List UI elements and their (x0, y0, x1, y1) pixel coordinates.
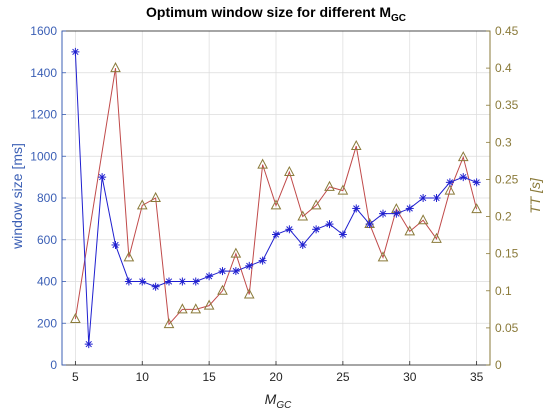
window-size-point (205, 272, 214, 281)
tt-point (163, 318, 175, 329)
y-left-tick-label: 200 (37, 316, 57, 330)
x-axis-label: MGC (265, 391, 292, 411)
window-size-point (445, 178, 454, 187)
x-axis-label-sub: GC (276, 400, 292, 411)
window-size-point (231, 267, 240, 276)
window-size-point (352, 204, 361, 213)
tt-series (70, 62, 482, 329)
window-size-point (419, 194, 428, 202)
axes: 5 10 15 20 25 30 35 0 200 400 600 800 1000 1200 1400 16… (30, 24, 518, 384)
y-left-tick-label: 1200 (30, 108, 57, 122)
tt-point (337, 184, 349, 195)
tt-point (243, 288, 255, 299)
window-size-point (379, 209, 387, 218)
y-right-tick-label: 0.2 (495, 210, 512, 224)
x-tick-label: 5 (72, 370, 79, 384)
tt-point (110, 62, 121, 73)
tt-point (431, 232, 442, 243)
chart-title-sub: GC (391, 13, 406, 24)
y-right-tick-label: 0.25 (495, 172, 519, 186)
tt-point (297, 210, 309, 221)
y-left-tick-label: 0 (50, 358, 57, 372)
window-size-point (191, 277, 200, 286)
x-tick-label: 20 (269, 370, 283, 384)
tt-point (471, 203, 482, 214)
tt-point (203, 299, 215, 310)
window-size-point (392, 209, 401, 218)
window-size-point (151, 282, 160, 291)
window-size-point (272, 230, 280, 239)
window-size-point (178, 277, 187, 286)
window-size-point (285, 225, 294, 234)
window-size-point (472, 178, 481, 187)
window-size-point (365, 220, 374, 229)
tt-point (190, 303, 202, 314)
y-left-tick-label: 600 (37, 233, 57, 247)
window-size-point (258, 256, 267, 265)
x-tick-label: 15 (202, 370, 216, 384)
y-right-tick-label: 0.05 (495, 321, 519, 335)
tt-point (257, 158, 268, 169)
y-left-tick-label: 400 (37, 275, 57, 289)
window-size-point (312, 225, 321, 234)
window-size-point (124, 277, 133, 286)
window-size-point (405, 204, 414, 213)
chart-title: Optimum window size for different MGC (146, 4, 406, 24)
tt-point (270, 199, 282, 210)
window-size-point (338, 230, 347, 239)
tt-point (457, 151, 469, 162)
y-left-tick-label: 1000 (30, 149, 57, 163)
tt-series-line (74, 68, 478, 326)
y-axis-left-label: window size [ms] (9, 143, 25, 250)
tt-point (123, 251, 135, 262)
window-size-point (325, 220, 334, 229)
tt-point (136, 199, 148, 210)
window-size-series (71, 47, 481, 349)
x-axis-label-main: M (265, 391, 277, 407)
tt-point (377, 251, 389, 262)
window-size-point (459, 173, 468, 182)
y-right-tick-label: 0 (495, 358, 502, 372)
tt-point (217, 284, 228, 295)
tt-point (444, 184, 456, 195)
window-size-point (432, 194, 441, 202)
y-left-tick-label: 1600 (30, 24, 57, 38)
x-tick-label: 10 (136, 370, 150, 384)
y-left-tick-label: 1400 (30, 66, 57, 80)
window-size-point (138, 277, 147, 286)
y-right-tick-label: 0.15 (495, 247, 519, 261)
y-right-tick-label: 0.35 (495, 98, 519, 112)
window-size-point (245, 261, 254, 270)
tt-point (284, 165, 295, 177)
window-size-point (98, 173, 107, 182)
y-right-tick-label: 0.1 (495, 284, 512, 298)
x-tick-label: 25 (336, 370, 350, 384)
window-size-point (111, 240, 120, 249)
y-right-tick-label: 0.45 (495, 24, 519, 38)
tt-point (70, 312, 81, 323)
tt-point (417, 214, 429, 225)
window-size-point (71, 47, 80, 56)
y-axis-right-label: TT [s] (527, 177, 543, 214)
tt-point (324, 180, 335, 191)
window-size-point (84, 340, 93, 349)
tt-point (404, 225, 416, 236)
tt-point (310, 199, 322, 210)
chart-title-main: Optimum window size for different M (146, 4, 391, 20)
tt-point (350, 139, 362, 151)
window-size-point (298, 240, 307, 249)
window-size-point (165, 277, 173, 286)
tt-point (177, 303, 188, 314)
y-right-tick-label: 0.3 (495, 135, 512, 149)
x-tick-label: 35 (470, 370, 484, 384)
tt-point (150, 191, 161, 202)
y-left-tick-label: 800 (37, 191, 57, 205)
window-size-point (218, 267, 227, 276)
tt-point (230, 247, 242, 258)
y-right-tick-label: 0.4 (495, 61, 512, 75)
x-tick-label: 30 (403, 370, 417, 384)
